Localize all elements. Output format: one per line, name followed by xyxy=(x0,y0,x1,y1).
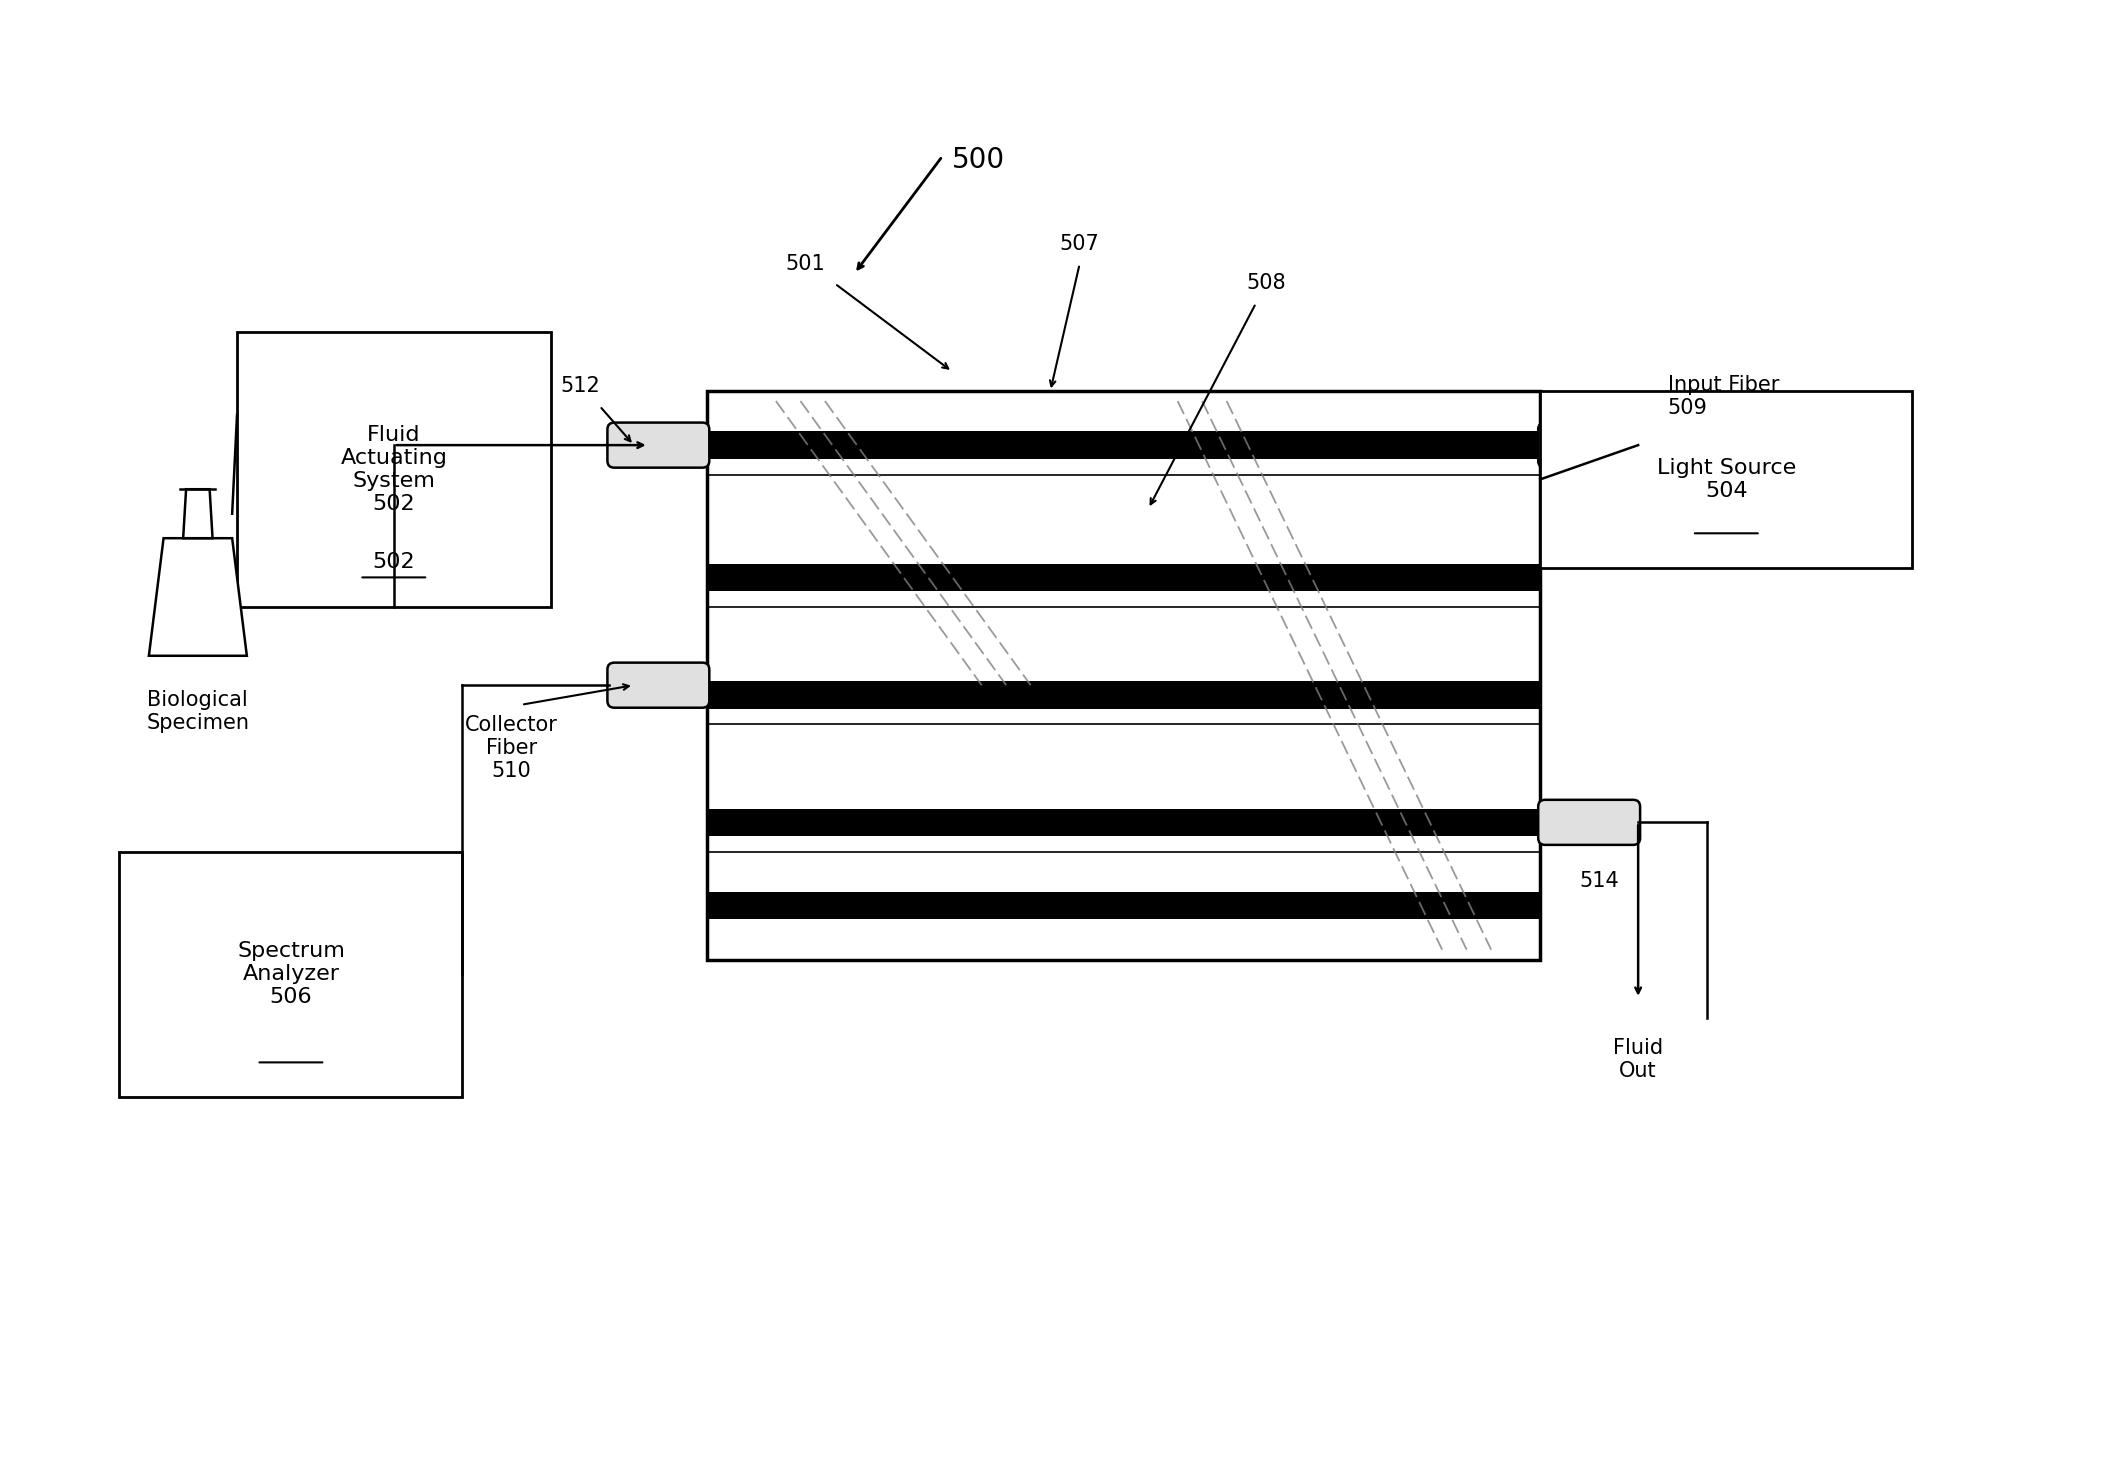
Bar xyxy=(708,432,1540,459)
Text: 500: 500 xyxy=(953,147,1006,174)
Text: Spectrum
Analyzer
506: Spectrum Analyzer 506 xyxy=(236,941,345,1008)
Bar xyxy=(236,332,551,607)
Text: 507: 507 xyxy=(1059,234,1100,254)
Text: 512: 512 xyxy=(559,375,600,396)
FancyBboxPatch shape xyxy=(1538,423,1640,467)
Bar xyxy=(708,892,1540,920)
Text: Biological
Specimen: Biological Specimen xyxy=(147,690,249,733)
FancyBboxPatch shape xyxy=(608,423,708,467)
Text: Collector
Fiber
510: Collector Fiber 510 xyxy=(466,715,557,781)
Polygon shape xyxy=(183,490,213,539)
Text: Fluid
Actuating
System
502: Fluid Actuating System 502 xyxy=(340,424,447,515)
Bar xyxy=(708,681,1540,709)
Polygon shape xyxy=(149,539,247,656)
FancyBboxPatch shape xyxy=(1538,800,1640,844)
Text: Fluid
Out: Fluid Out xyxy=(1612,1037,1663,1082)
Text: 502: 502 xyxy=(372,552,415,573)
Bar xyxy=(1540,392,1912,567)
FancyBboxPatch shape xyxy=(608,663,708,708)
Text: 501: 501 xyxy=(785,254,825,273)
Bar xyxy=(708,564,1540,591)
Text: 514: 514 xyxy=(1578,871,1619,892)
Bar xyxy=(119,852,462,1097)
Text: 508: 508 xyxy=(1246,273,1287,294)
Text: Input Fiber
509: Input Fiber 509 xyxy=(1668,374,1778,417)
Bar xyxy=(708,392,1540,960)
Bar xyxy=(708,809,1540,835)
Text: Light Source
504: Light Source 504 xyxy=(1657,459,1795,502)
